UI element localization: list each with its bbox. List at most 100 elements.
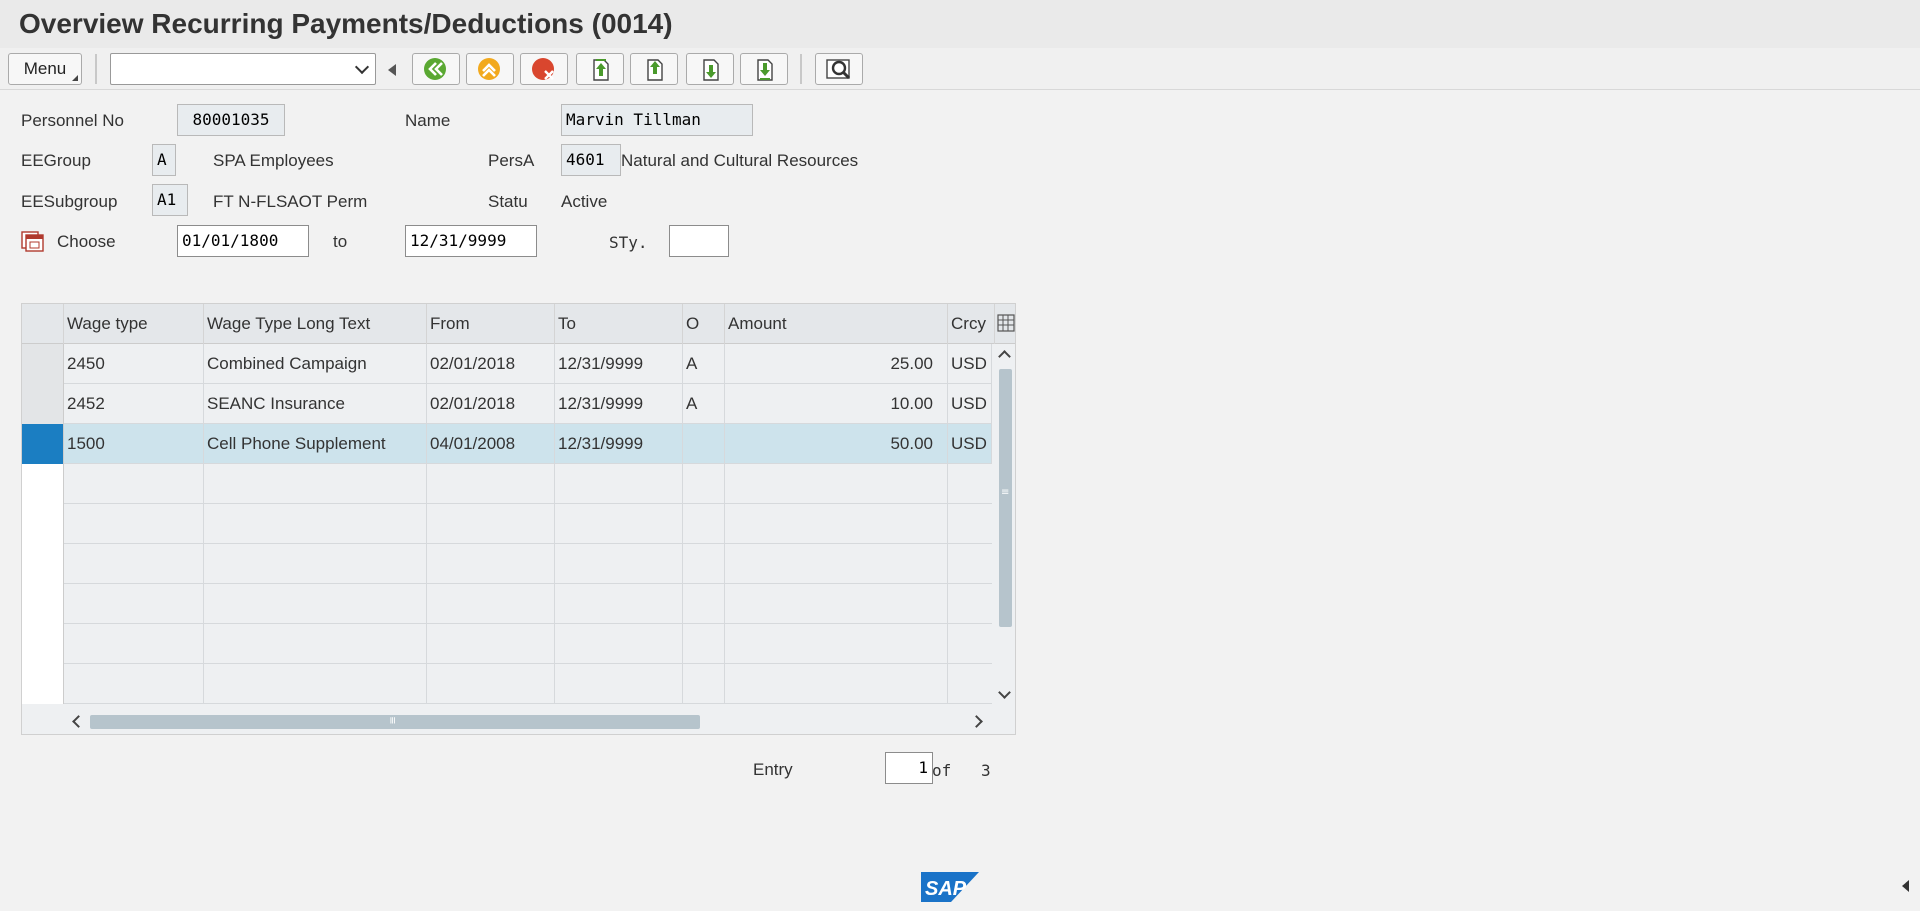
from-date-input[interactable]: 01/01/1800 bbox=[177, 225, 309, 257]
column-header-amount[interactable]: Amount bbox=[725, 304, 948, 344]
expand-arrow-icon[interactable] bbox=[1902, 880, 1909, 892]
column-header-long-text[interactable]: Wage Type Long Text bbox=[204, 304, 427, 344]
empty-cell bbox=[683, 624, 725, 664]
empty-cell bbox=[683, 464, 725, 504]
empty-row[interactable] bbox=[22, 504, 992, 544]
select-all-cell[interactable] bbox=[22, 304, 64, 344]
empty-row[interactable] bbox=[22, 584, 992, 624]
cell-from: 04/01/2008 bbox=[427, 424, 555, 464]
empty-cell bbox=[204, 624, 427, 664]
empty-row[interactable] bbox=[22, 624, 992, 664]
cell-o bbox=[683, 424, 725, 464]
column-header-from[interactable]: From bbox=[427, 304, 555, 344]
next-page-button[interactable] bbox=[686, 53, 734, 85]
scroll-down-icon[interactable] bbox=[998, 686, 1011, 699]
empty-cell bbox=[683, 544, 725, 584]
back-icon bbox=[424, 58, 446, 80]
row-selector[interactable] bbox=[22, 544, 64, 584]
scroll-right-icon[interactable] bbox=[970, 715, 983, 728]
row-selector[interactable] bbox=[22, 384, 64, 424]
empty-cell bbox=[204, 464, 427, 504]
to-date-input[interactable]: 12/31/9999 bbox=[405, 225, 537, 257]
empty-cell bbox=[555, 624, 683, 664]
empty-row[interactable] bbox=[22, 464, 992, 504]
cell-long-text: Combined Campaign bbox=[204, 344, 427, 384]
toolbar-separator bbox=[95, 54, 97, 84]
table-row[interactable]: 2452 SEANC Insurance 02/01/2018 12/31/99… bbox=[22, 384, 992, 424]
empty-cell bbox=[427, 584, 555, 624]
collapse-arrow-icon[interactable] bbox=[388, 64, 396, 76]
column-header-wage-type[interactable]: Wage type bbox=[64, 304, 204, 344]
command-field[interactable] bbox=[110, 53, 376, 85]
table-row-selected[interactable]: 1500 Cell Phone Supplement 04/01/2008 12… bbox=[22, 424, 992, 464]
name-field[interactable]: Marvin Tillman bbox=[561, 104, 753, 136]
exit-button[interactable] bbox=[466, 53, 514, 85]
to-label: to bbox=[333, 232, 348, 251]
empty-cell bbox=[204, 584, 427, 624]
cancel-button[interactable] bbox=[520, 53, 568, 85]
choose-label: Choose bbox=[57, 232, 116, 251]
row-selector[interactable] bbox=[22, 624, 64, 664]
entry-total: 3 bbox=[981, 761, 991, 780]
entry-current-input[interactable]: 1 bbox=[885, 752, 933, 784]
eegroup-code-field[interactable]: A bbox=[152, 144, 176, 176]
cell-amount: 10.00 bbox=[725, 384, 948, 424]
vertical-scrollbar[interactable]: ≡ bbox=[995, 344, 1015, 707]
empty-row[interactable] bbox=[22, 664, 992, 704]
empty-cell bbox=[427, 464, 555, 504]
horizontal-scroll-thumb[interactable]: ≡ bbox=[90, 715, 700, 729]
first-page-icon bbox=[593, 59, 609, 81]
eesubgroup-code-field[interactable]: A1 bbox=[152, 184, 188, 216]
empty-cell bbox=[427, 544, 555, 584]
scroll-up-icon[interactable] bbox=[998, 350, 1011, 363]
cell-wage-type: 1500 bbox=[64, 424, 204, 464]
empty-cell bbox=[204, 664, 427, 704]
back-button[interactable] bbox=[412, 53, 460, 85]
cell-amount: 50.00 bbox=[725, 424, 948, 464]
cell-o: A bbox=[683, 384, 725, 424]
table-row[interactable]: 2450 Combined Campaign 02/01/2018 12/31/… bbox=[22, 344, 992, 384]
empty-cell bbox=[725, 624, 948, 664]
empty-cell bbox=[725, 584, 948, 624]
calendar-icon[interactable] bbox=[21, 230, 45, 252]
table-header: Wage type Wage Type Long Text From To O … bbox=[22, 304, 1015, 344]
first-page-button[interactable] bbox=[576, 53, 624, 85]
cell-crcy: USD bbox=[948, 344, 992, 384]
empty-row[interactable] bbox=[22, 544, 992, 584]
row-selector[interactable] bbox=[22, 504, 64, 544]
find-button[interactable] bbox=[815, 53, 863, 85]
menu-button-label: Menu bbox=[23, 59, 67, 78]
entry-label: Entry bbox=[753, 760, 793, 779]
scroll-left-icon[interactable] bbox=[72, 715, 85, 728]
cell-to: 12/31/9999 bbox=[555, 384, 683, 424]
row-selector[interactable] bbox=[22, 464, 64, 504]
cell-o: A bbox=[683, 344, 725, 384]
column-settings-icon[interactable] bbox=[997, 314, 1015, 332]
row-selector[interactable] bbox=[22, 344, 64, 384]
horizontal-scrollbar[interactable]: ≡ bbox=[22, 709, 1015, 734]
column-header-crcy[interactable]: Crcy bbox=[948, 304, 995, 344]
previous-page-icon bbox=[647, 59, 663, 81]
empty-cell bbox=[683, 584, 725, 624]
entry-of-label: of bbox=[932, 761, 952, 780]
row-selector[interactable] bbox=[22, 424, 64, 464]
chevron-down-icon[interactable] bbox=[354, 59, 370, 75]
vertical-scroll-thumb[interactable]: ≡ bbox=[999, 369, 1012, 627]
cell-from: 02/01/2018 bbox=[427, 344, 555, 384]
persa-text: Natural and Cultural Resources bbox=[621, 151, 859, 170]
last-page-button[interactable] bbox=[740, 53, 788, 85]
empty-cell bbox=[64, 464, 204, 504]
page-title: Overview Recurring Payments/Deductions (… bbox=[19, 8, 673, 39]
personnel-no-field[interactable]: 80001035 bbox=[177, 104, 285, 136]
row-selector[interactable] bbox=[22, 584, 64, 624]
cancel-icon bbox=[532, 58, 554, 80]
menu-button[interactable]: Menu bbox=[8, 53, 82, 85]
column-header-o[interactable]: O bbox=[683, 304, 725, 344]
row-selector[interactable] bbox=[22, 664, 64, 704]
column-header-to[interactable]: To bbox=[555, 304, 683, 344]
sty-input[interactable] bbox=[669, 225, 729, 257]
persa-code-field[interactable]: 4601 bbox=[561, 144, 621, 176]
empty-cell bbox=[204, 504, 427, 544]
previous-page-button[interactable] bbox=[630, 53, 678, 85]
empty-cell bbox=[555, 584, 683, 624]
